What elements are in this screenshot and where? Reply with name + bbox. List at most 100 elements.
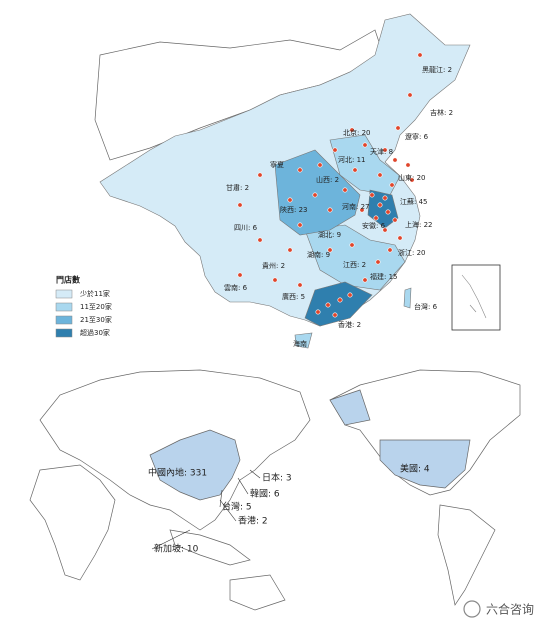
store-dot	[297, 222, 303, 228]
store-dot	[359, 207, 365, 213]
store-dot	[317, 162, 323, 168]
province-label: 台灣: 6	[414, 302, 438, 311]
north-america	[329, 369, 521, 496]
taiwan	[403, 287, 412, 309]
country-label: 台灣: 5	[222, 501, 252, 513]
leader-line	[237, 477, 249, 495]
store-dot	[297, 282, 303, 288]
province-label: 江西: 2	[343, 261, 366, 269]
south-america	[437, 504, 496, 606]
province-label: 海南	[293, 339, 307, 348]
region-dark	[304, 189, 399, 327]
region-medium	[274, 149, 361, 236]
country-label: 香港: 2	[238, 515, 268, 527]
store-dot	[382, 195, 388, 201]
store-dot	[287, 247, 293, 253]
store-dot	[385, 209, 391, 215]
province-label: 四川: 6	[234, 224, 258, 232]
province-label: 雲南: 6	[224, 283, 248, 292]
province-label: 吉林: 2	[430, 108, 453, 117]
store-dot	[362, 142, 368, 148]
store-dot	[327, 207, 333, 213]
leader-line	[219, 489, 223, 508]
store-dot	[272, 277, 278, 283]
leader-line	[151, 529, 191, 550]
store-dot	[327, 247, 333, 253]
province-label: 湖北: 9	[318, 230, 341, 239]
store-dot	[325, 302, 331, 308]
leader-line	[219, 499, 237, 522]
legend-swatch	[55, 302, 73, 312]
province-label: 福建: 15	[370, 272, 398, 281]
store-dot	[332, 147, 338, 153]
store-dot	[347, 292, 353, 298]
province-label: 浙江: 20	[398, 248, 426, 257]
province-label: 遼寧: 6	[405, 132, 429, 141]
store-dot	[387, 247, 393, 253]
province-label: 上海: 22	[405, 220, 433, 229]
store-dot	[377, 202, 383, 208]
store-dots	[237, 52, 423, 318]
store-dot	[417, 52, 423, 58]
store-dot	[257, 172, 263, 178]
store-dot	[237, 202, 243, 208]
province-label: 黑龍江: 2	[422, 65, 452, 74]
china-world	[149, 429, 241, 501]
store-dot	[362, 277, 368, 283]
province-label: 甘肅: 2	[226, 183, 249, 192]
store-dot	[342, 187, 348, 193]
province-label: 山東: 20	[398, 173, 426, 182]
store-dot	[349, 242, 355, 248]
store-dot	[377, 172, 383, 178]
legend-title: 門店數	[56, 275, 80, 285]
province-label: 天津: 8	[370, 148, 393, 156]
hainan	[294, 332, 313, 349]
store-dot	[392, 217, 398, 223]
store-dot	[382, 147, 388, 153]
province-label: 山西: 2	[316, 175, 339, 184]
store-dot	[395, 125, 401, 131]
store-dot	[407, 92, 413, 98]
inset-box	[451, 264, 501, 331]
store-dot	[257, 237, 263, 243]
store-dot	[337, 297, 343, 303]
province-label: 湖南: 9	[307, 250, 330, 259]
province-label: 安徽: 6	[362, 221, 386, 230]
province-label: 貴州: 2	[262, 261, 285, 270]
store-dot	[352, 167, 358, 173]
store-dot	[397, 235, 403, 241]
inset-islands	[461, 274, 487, 319]
leader-line	[249, 469, 261, 479]
store-dot	[297, 167, 303, 173]
store-dot	[332, 312, 338, 318]
province-label: 江蘇: 45	[400, 197, 428, 206]
watermark-icon	[463, 600, 481, 618]
legend-label: 11至20家	[80, 302, 112, 311]
store-dot	[349, 127, 355, 133]
legend-swatch	[55, 315, 73, 325]
province-label: 河南: 27	[342, 202, 370, 211]
store-dot	[237, 272, 243, 278]
country-label: 新加坡: 10	[154, 543, 199, 555]
africa	[29, 464, 116, 581]
store-dot	[287, 197, 293, 203]
province-label: 北京: 20	[343, 128, 371, 137]
country-label: 日本: 3	[262, 472, 292, 484]
store-dot	[373, 215, 379, 221]
province-label: 香港: 2	[338, 320, 361, 329]
province-label: 廣西: 5	[282, 292, 305, 301]
watermark: 六合咨询	[486, 602, 534, 617]
world-labels: 中國內地: 331 日本: 3 韓國: 6台灣: 5 香港: 2 新加坡: 10 美國: …	[148, 463, 430, 555]
province-label: 陝西: 23	[280, 205, 308, 214]
store-dot	[409, 177, 415, 183]
legend-swatch	[55, 328, 73, 338]
store-dot	[382, 227, 388, 233]
store-dot	[375, 259, 381, 265]
store-dot	[389, 182, 395, 188]
store-dot	[369, 192, 375, 198]
legend-label: 超過30家	[80, 328, 110, 337]
province-labels: 黑龍江: 2 吉林: 2 遼寧: 6 北京: 20 天津: 8 河北: 11 山西: 2 山東…	[224, 65, 453, 348]
southeast-asia	[169, 529, 286, 611]
